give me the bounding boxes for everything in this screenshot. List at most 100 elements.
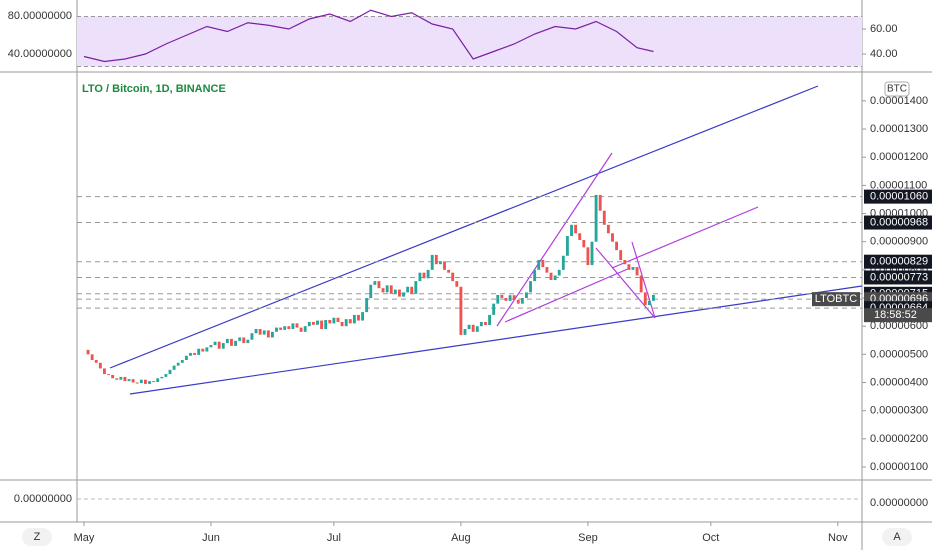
candle	[516, 299, 520, 304]
level-box	[864, 254, 932, 269]
countdown-label: 18:58:52	[874, 309, 917, 321]
candle	[103, 368, 106, 375]
candle	[205, 347, 209, 352]
candle	[414, 281, 418, 294]
candle	[184, 355, 188, 360]
candle	[565, 236, 569, 256]
candle	[484, 321, 487, 326]
candle	[348, 319, 352, 324]
candle	[299, 327, 303, 332]
x-tick-label: Aug	[451, 532, 471, 544]
candle	[328, 319, 332, 324]
candle	[230, 338, 233, 346]
candle	[639, 275, 643, 293]
candle	[148, 381, 151, 384]
candle	[598, 194, 602, 211]
candle	[357, 314, 360, 321]
y-tick-label: 0.00001300	[870, 123, 928, 135]
candle	[385, 285, 389, 293]
candle	[578, 233, 582, 241]
candle	[520, 298, 524, 304]
candle	[398, 289, 401, 297]
candle	[201, 348, 205, 352]
candle	[279, 327, 283, 330]
candle	[180, 359, 184, 363]
candle	[336, 317, 340, 322]
candle	[406, 286, 410, 293]
candle	[377, 281, 381, 289]
button-label[interactable]: Z	[34, 531, 41, 543]
candle	[303, 326, 307, 332]
candle	[266, 330, 270, 338]
candle	[447, 269, 451, 273]
trend-line	[595, 247, 656, 319]
button[interactable]	[882, 528, 912, 546]
candle	[238, 337, 242, 341]
button[interactable]	[22, 528, 52, 546]
candle	[512, 295, 516, 300]
candle	[160, 376, 164, 379]
candle	[619, 250, 623, 261]
x-tick-label: Nov	[828, 532, 848, 544]
candle	[270, 331, 274, 338]
candle	[594, 194, 598, 242]
candle	[369, 284, 373, 299]
candle	[324, 319, 328, 330]
candle	[225, 338, 229, 344]
unit-label: BTC	[887, 84, 907, 95]
candle	[479, 321, 483, 327]
candle	[438, 261, 442, 265]
candle	[344, 319, 348, 327]
candle	[258, 329, 262, 335]
candle	[164, 374, 168, 377]
trend-line	[496, 152, 613, 327]
candle	[410, 286, 414, 294]
candle	[90, 354, 94, 360]
candle	[168, 369, 172, 375]
candle	[504, 298, 508, 301]
candle	[459, 286, 463, 335]
candle	[402, 292, 405, 297]
y-tick-label: 0.00000600	[870, 320, 928, 332]
candle	[307, 321, 311, 327]
y-tick-label: 0.00001100	[870, 179, 927, 191]
candle	[295, 323, 299, 328]
level-label: 0.00001060	[870, 191, 928, 203]
candle	[467, 324, 471, 330]
symbol-label: LTOBTC	[815, 293, 857, 305]
candle	[135, 382, 139, 384]
candle	[94, 359, 98, 363]
candle	[320, 320, 324, 330]
candle	[352, 314, 356, 324]
level-box	[864, 270, 932, 285]
x-tick-label: May	[74, 532, 95, 544]
candle	[426, 269, 430, 279]
right-label: 0.00000000	[870, 497, 928, 509]
candle	[246, 339, 250, 344]
candle	[455, 281, 459, 287]
candle	[123, 376, 127, 382]
candle	[418, 272, 422, 282]
candle	[172, 365, 176, 370]
candle	[152, 381, 156, 383]
candle	[582, 240, 586, 248]
y-tick-label: 0.00000300	[870, 405, 928, 417]
candle	[615, 241, 619, 251]
y-tick-label: 0.00000100	[870, 461, 928, 473]
y-tick-label: 60.00	[870, 23, 898, 35]
candle	[176, 362, 180, 366]
candle	[627, 264, 631, 270]
candle	[623, 260, 627, 265]
candle	[611, 233, 614, 242]
candle	[557, 269, 561, 276]
candle	[340, 321, 344, 327]
candle	[275, 327, 278, 332]
button-label[interactable]: A	[893, 531, 901, 543]
y-tick-label: 0.00001200	[870, 151, 928, 163]
candle	[570, 224, 573, 237]
candle	[287, 326, 291, 330]
left-label: 0.00000000	[14, 493, 72, 505]
